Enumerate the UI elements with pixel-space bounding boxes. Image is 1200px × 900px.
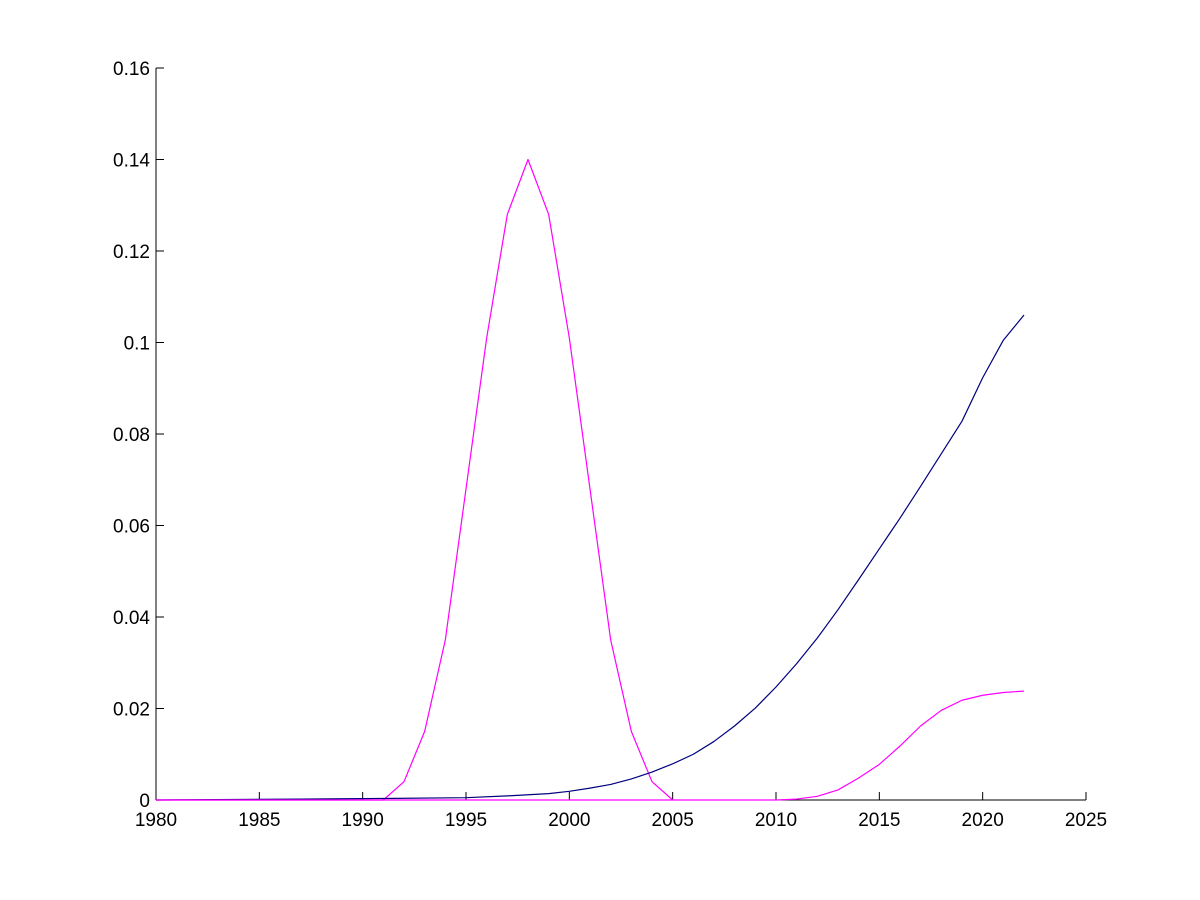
x-tick-label: 1995	[445, 810, 487, 831]
ticks: 1980 1985 1990 1995 2000 2005 2010 2015 2020 2025…	[113, 59, 1107, 831]
x-tick-label: 1980	[135, 810, 177, 831]
x-tick-label: 2015	[858, 810, 900, 831]
series-lines	[155, 158, 1025, 801]
x-tick-label: 2020	[962, 810, 1004, 831]
y-tick-label: 0.06	[113, 517, 150, 538]
y-tick-label: 0.1	[124, 334, 150, 355]
y-tick-label: 0.16	[113, 59, 150, 80]
x-tick-label: 2025	[1065, 810, 1107, 831]
y-tick-label: 0	[139, 791, 150, 812]
y-tick-label: 0.14	[113, 151, 150, 172]
series-line-3	[156, 690, 1025, 801]
x-tick-label: 1990	[342, 810, 384, 831]
series-line-2	[155, 314, 1025, 801]
axes	[155, 68, 1086, 801]
series-line-1	[156, 158, 674, 801]
y-tick-label: 0.02	[113, 700, 150, 721]
x-tick-label: 2005	[652, 810, 694, 831]
x-tick-label: 1985	[238, 810, 280, 831]
x-tick-label: 2000	[548, 810, 590, 831]
x-tick-label: 2010	[755, 810, 797, 831]
y-tick-label: 0.04	[113, 608, 150, 629]
y-tick-label: 0.12	[113, 242, 150, 263]
y-tick-label: 0.08	[113, 425, 150, 446]
